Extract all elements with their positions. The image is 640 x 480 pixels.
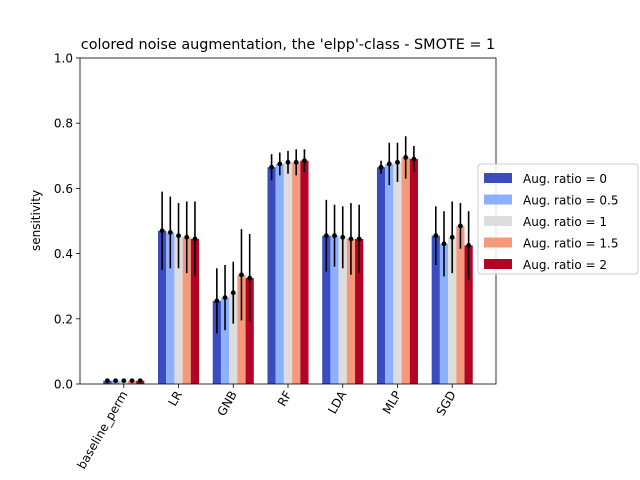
mean-point — [239, 272, 244, 278]
x-tick-label: GNB — [214, 389, 239, 419]
x-tick-label: MLP — [380, 389, 404, 417]
bar — [275, 163, 284, 384]
mean-point — [269, 164, 274, 170]
mean-point — [247, 275, 253, 281]
bar — [376, 167, 386, 384]
mean-point — [176, 233, 181, 239]
x-tick-label: baseline_perm — [74, 389, 130, 472]
bar — [464, 245, 473, 384]
chart-title: colored noise augmentation, the 'elpp'-c… — [81, 37, 495, 53]
mean-point — [411, 156, 417, 162]
mean-point — [356, 236, 362, 242]
bar — [267, 167, 276, 384]
legend-swatch — [484, 237, 512, 248]
mean-point — [458, 223, 463, 229]
mean-point — [323, 233, 329, 239]
legend-label: Aug. ratio = 1 — [523, 215, 607, 229]
mean-point — [222, 295, 228, 301]
mean-point — [403, 155, 409, 160]
legend-label: Aug. ratio = 0.5 — [523, 194, 619, 208]
bar — [220, 297, 230, 384]
bar — [338, 237, 347, 384]
bar — [283, 162, 293, 384]
bar — [355, 238, 364, 384]
bar — [229, 292, 238, 384]
bar — [245, 278, 254, 384]
bar — [456, 225, 465, 384]
x-tick-label: LDA — [325, 388, 349, 416]
legend-swatch — [484, 259, 512, 269]
bar — [190, 238, 200, 384]
bar — [300, 160, 309, 384]
y-tick-label: 1.0 — [54, 52, 73, 66]
bar — [330, 235, 339, 384]
mean-point — [113, 378, 118, 384]
y-tick-label: 0.4 — [54, 247, 73, 261]
mean-point — [340, 234, 346, 240]
plot-area: 0.0 0.2 0.4 0.6 0.8 1.0 baseline_perm LR GNB RF LD… — [54, 52, 497, 472]
mean-point — [192, 236, 198, 242]
legend-label: Aug. ratio = 0 — [523, 172, 607, 186]
bar — [439, 243, 449, 384]
mean-point — [293, 159, 299, 165]
mean-point — [348, 236, 354, 242]
legend: Aug. ratio = 0 Aug. ratio = 0.5 Aug. ratio… — [477, 163, 639, 275]
mean-point — [395, 159, 400, 165]
mean-point — [386, 161, 392, 167]
mean-point — [104, 378, 110, 384]
bar — [292, 162, 301, 384]
mean-point — [378, 164, 384, 170]
mean-point — [302, 158, 307, 164]
bar — [182, 237, 191, 384]
legend-label: Aug. ratio = 1.5 — [523, 237, 619, 251]
mean-point — [129, 378, 135, 384]
bar — [158, 230, 167, 384]
bar — [385, 163, 394, 384]
bar — [448, 237, 457, 384]
legend-swatch — [484, 173, 512, 183]
legend-label: Aug. ratio = 2 — [523, 258, 607, 272]
bar — [431, 235, 440, 384]
y-tick-label: 0.2 — [54, 312, 73, 326]
mean-point — [332, 233, 337, 239]
y-tick-label: 0.8 — [54, 117, 73, 131]
legend-swatch — [484, 216, 512, 226]
mean-point — [441, 241, 447, 247]
x-tick-label: RF — [275, 388, 295, 408]
bar — [409, 159, 418, 384]
bar — [237, 274, 246, 384]
mean-point — [121, 378, 127, 384]
legend-swatch — [484, 194, 512, 205]
bar — [322, 235, 331, 384]
bar — [174, 235, 183, 384]
mean-point — [277, 161, 283, 167]
mean-point — [214, 298, 220, 304]
mean-point — [230, 290, 236, 296]
x-tick-label: SGD — [434, 389, 459, 419]
y-tick-label: 0.0 — [54, 378, 73, 392]
bar — [212, 300, 221, 384]
mean-point — [433, 233, 439, 239]
mean-point — [449, 234, 455, 240]
y-axis-label: sensitivity — [29, 190, 43, 251]
mean-point — [167, 230, 173, 235]
mean-point — [285, 159, 291, 165]
x-tick-label: LR — [165, 389, 185, 409]
bar — [166, 232, 175, 384]
mean-point — [466, 243, 472, 248]
y-tick-label: 0.6 — [54, 182, 73, 196]
bar — [346, 238, 356, 384]
bar — [393, 162, 402, 384]
mean-point — [137, 378, 143, 384]
legend-frame — [477, 163, 639, 275]
mean-point — [184, 234, 190, 240]
mean-point — [159, 228, 165, 234]
bar — [401, 157, 410, 384]
